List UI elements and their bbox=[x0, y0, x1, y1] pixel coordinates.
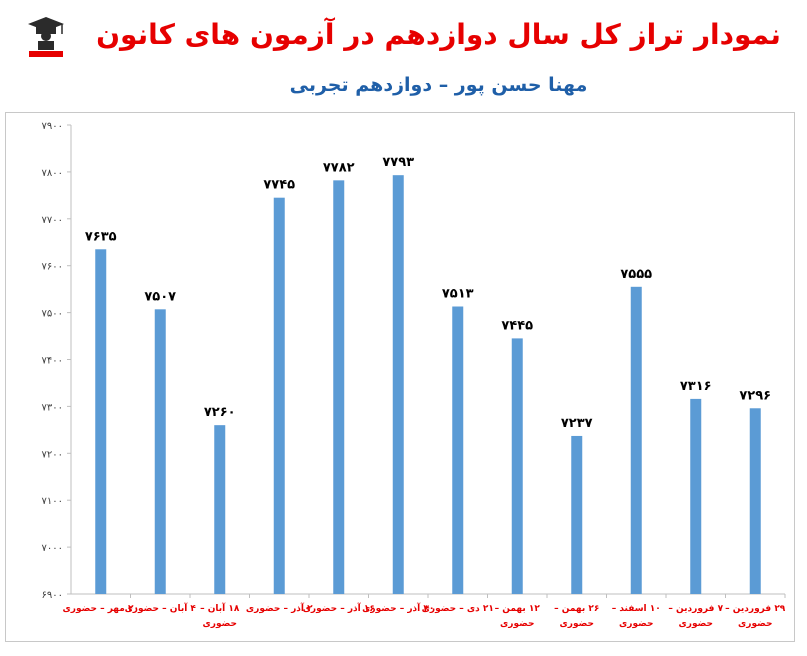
bar-value-label: ۷۳۱۶ bbox=[680, 379, 712, 394]
y-tick-label: ۷۵۰۰ bbox=[42, 309, 63, 320]
x-category-label: ۱۶ آذر – حضوری bbox=[303, 602, 375, 614]
y-tick-label: ۶۹۰۰ bbox=[42, 590, 63, 601]
bar bbox=[214, 425, 226, 594]
y-tick-label: ۷۷۰۰ bbox=[42, 215, 63, 226]
x-category-label: ۱۰ اسفند – bbox=[612, 604, 661, 614]
bar bbox=[154, 309, 166, 594]
y-axis: ۶۹۰۰ ۷۰۰۰ ۷۱۰۰ ۷۲۰۰ ۷۳۰۰ ۷۴۰۰ ۷۵۰۰ ۷۶۰۰ ۷۷۰۰ ۷۸۰۰… bbox=[42, 121, 72, 601]
bar bbox=[95, 249, 107, 594]
bar-value-label: ۷۷۸۲ bbox=[323, 160, 355, 175]
x-category-label: حضوری bbox=[203, 619, 237, 629]
x-category-label: ۲۶ بهمن – bbox=[554, 604, 599, 614]
x-category-label: حضوری bbox=[500, 619, 534, 629]
bar-value-label: ۷۵۵۵ bbox=[620, 267, 652, 282]
bar-value-label: ۷۵۰۷ bbox=[144, 289, 176, 304]
bar bbox=[690, 398, 702, 594]
bar bbox=[749, 408, 761, 594]
y-tick-label: ۷۴۰۰ bbox=[42, 356, 63, 367]
x-category-label: حضوری bbox=[738, 619, 772, 629]
x-category-label: ۲۱ دی – حضوری bbox=[422, 604, 494, 614]
bars-group bbox=[95, 175, 761, 595]
x-category-label: ۲۹ فروردین – bbox=[725, 604, 786, 614]
x-category-label: ۲۰ مهر – حضوری bbox=[63, 604, 139, 614]
bar-value-label: ۷۷۹۳ bbox=[382, 155, 414, 170]
bar bbox=[452, 306, 464, 594]
bar bbox=[392, 175, 404, 595]
y-tick-label: ۷۸۰۰ bbox=[42, 168, 63, 179]
bar-value-label: ۷۲۶۰ bbox=[204, 405, 236, 420]
logo-graphic bbox=[28, 17, 64, 57]
y-tick-label: ۷۳۰۰ bbox=[42, 402, 63, 413]
y-tick-label: ۷۶۰۰ bbox=[42, 262, 63, 273]
chart-area: ۶۹۰۰ ۷۰۰۰ ۷۱۰۰ ۷۲۰۰ ۷۳۰۰ ۷۴۰۰ ۷۵۰۰ ۷۶۰۰ ۷۷۰۰ ۷۸۰۰… bbox=[5, 112, 795, 642]
bar bbox=[630, 286, 642, 594]
x-category-label: ۱۸ آبان – bbox=[200, 602, 240, 614]
chart-subtitle: مهنا حسن پور – دوازدهم تجربی bbox=[289, 74, 588, 96]
bar bbox=[571, 435, 583, 594]
bar-value-label: ۷۶۳۵ bbox=[85, 229, 117, 244]
chart-title: نمودار تراز کل سال دوازدهم در آزمون های … bbox=[96, 18, 781, 51]
bar-value-label: ۷۷۴۵ bbox=[263, 178, 295, 193]
x-category-label: حضوری bbox=[560, 619, 594, 629]
value-labels-group: ۷۶۳۵ ۷۵۰۷ ۷۲۶۰ ۷۷۴۵ ۷۷۸۲ ۷۷۹۳ ۷۵۱۳ ۷۴۴۵ ۷۲۳۷ ۷۵۵۵… bbox=[85, 155, 771, 431]
x-category-label: ۴ آبان – حضوری bbox=[125, 602, 197, 614]
x-category-label: حضوری bbox=[679, 619, 713, 629]
bar-value-label: ۷۲۳۷ bbox=[561, 416, 593, 431]
bar-chart: ۶۹۰۰ ۷۰۰۰ ۷۱۰۰ ۷۲۰۰ ۷۳۰۰ ۷۴۰۰ ۷۵۰۰ ۷۶۰۰ ۷۷۰۰ ۷۸۰۰… bbox=[5, 112, 795, 642]
x-category-label: ۳۰ آذر – حضوری bbox=[362, 602, 434, 614]
x-category-label: ۲ آذر – حضوری bbox=[246, 602, 313, 614]
y-tick-label: ۷۰۰۰ bbox=[42, 543, 63, 554]
x-category-label: ۷ فروردین – bbox=[668, 604, 723, 614]
graduate-logo-icon bbox=[24, 14, 68, 64]
bar-value-label: ۷۲۹۶ bbox=[739, 388, 771, 403]
bar bbox=[511, 338, 523, 594]
x-category-label: حضوری bbox=[619, 619, 653, 629]
x-axis bbox=[71, 593, 786, 598]
bar-value-label: ۷۵۱۳ bbox=[442, 287, 474, 302]
y-tick-label: ۷۱۰۰ bbox=[42, 496, 63, 507]
bar-value-label: ۷۴۴۵ bbox=[501, 318, 533, 333]
x-category-label: ۱۲ بهمن – bbox=[495, 604, 541, 614]
bar bbox=[273, 197, 285, 594]
y-tick-label: ۷۲۰۰ bbox=[42, 449, 63, 460]
y-tick-label: ۷۹۰۰ bbox=[42, 121, 63, 132]
bar bbox=[333, 180, 345, 594]
